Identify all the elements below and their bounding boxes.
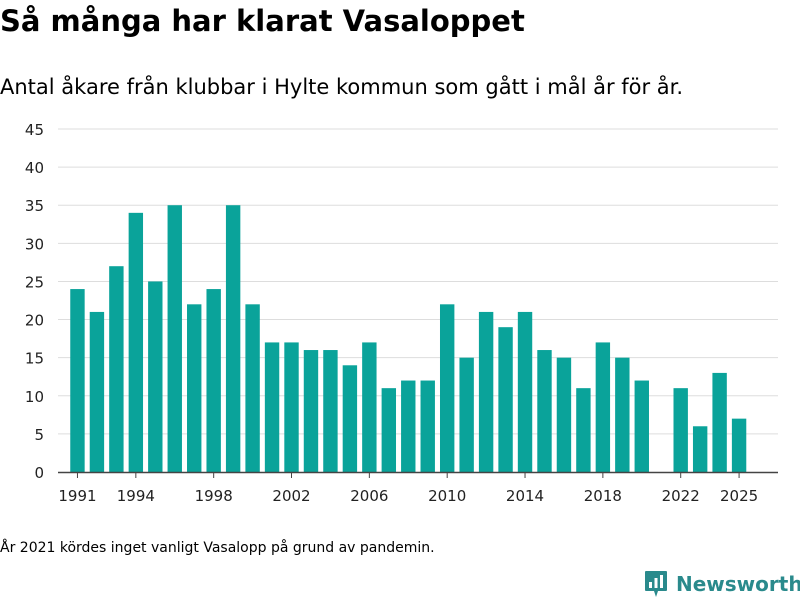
x-tick-label: 2010 (428, 487, 466, 505)
bar-2025 (731, 418, 747, 472)
bar-2007 (381, 388, 397, 472)
x-tick-label: 2002 (272, 487, 310, 505)
bar-1994 (128, 212, 144, 472)
footnote: År 2021 kördes inget vanligt Vasalopp på… (0, 540, 435, 556)
chart-subtitle: Antal åkare från klubbar i Hylte kommun … (0, 75, 684, 99)
y-tick-label: 10 (25, 388, 44, 406)
bar-2017 (576, 388, 591, 472)
gridlines (58, 128, 778, 435)
bar-1996 (167, 205, 182, 472)
bar-2003 (303, 350, 319, 472)
brand-name: Newsworthy (676, 572, 800, 596)
bar-2005 (342, 365, 358, 472)
bar-2010 (439, 304, 455, 472)
y-tick-label: 25 (25, 273, 44, 291)
bar-2013 (498, 327, 513, 472)
bar-1995 (148, 281, 163, 472)
bar-2012 (478, 311, 494, 472)
y-tick-label: 45 (25, 121, 44, 139)
bar-2002 (284, 342, 299, 472)
y-tick-label: 0 (34, 464, 44, 482)
bar-1992 (89, 311, 105, 472)
bar-2024 (712, 372, 727, 472)
x-tick-label: 2025 (720, 487, 758, 505)
bar-2000 (245, 304, 260, 472)
bar-2009 (420, 380, 435, 472)
bar-2016 (556, 357, 572, 472)
newsworthy-logo-icon (645, 571, 667, 597)
x-tick-label: 1994 (117, 487, 155, 505)
bar-2022 (673, 388, 688, 472)
bar-2004 (323, 350, 338, 472)
bar-2018 (595, 342, 611, 472)
x-axis (58, 471, 778, 478)
bar-2011 (459, 357, 474, 472)
x-tick-label: 2006 (350, 487, 388, 505)
bar-1997 (187, 304, 202, 472)
y-tick-label: 20 (25, 312, 44, 330)
bar-2020 (634, 380, 649, 472)
y-tick-label: 5 (34, 426, 44, 444)
bar-2015 (537, 350, 552, 472)
bars (70, 205, 747, 472)
y-tick-label: 35 (25, 197, 44, 215)
bar-2008 (401, 380, 416, 472)
y-axis-tick-labels: 0 5 10 15 20 25 30 35 40 45 (25, 121, 44, 482)
x-tick-label: 2014 (506, 487, 544, 505)
bar-1998 (206, 289, 221, 472)
x-tick-label: 1991 (58, 487, 96, 505)
bar-2019 (615, 357, 630, 472)
brand-logo: Newsworthy (644, 569, 800, 599)
bar-2014 (517, 311, 533, 472)
x-tick-label: 1998 (195, 487, 233, 505)
y-tick-label: 15 (25, 350, 44, 368)
bar-2001 (264, 342, 280, 472)
bar-1999 (225, 205, 241, 472)
y-tick-label: 30 (25, 235, 44, 253)
bar-1993 (109, 266, 124, 472)
bar-2023 (692, 426, 708, 472)
x-axis-tick-labels: 1991 1994 1998 2002 2006 2010 2014 2018 2022 2025 (58, 487, 758, 505)
bar-1991 (70, 289, 85, 472)
x-tick-label: 2018 (584, 487, 622, 505)
bar-2006 (362, 342, 377, 472)
y-tick-label: 40 (25, 159, 44, 177)
chart-title: Så många har klarat Vasaloppet (0, 4, 525, 38)
x-tick-label: 2022 (662, 487, 700, 505)
